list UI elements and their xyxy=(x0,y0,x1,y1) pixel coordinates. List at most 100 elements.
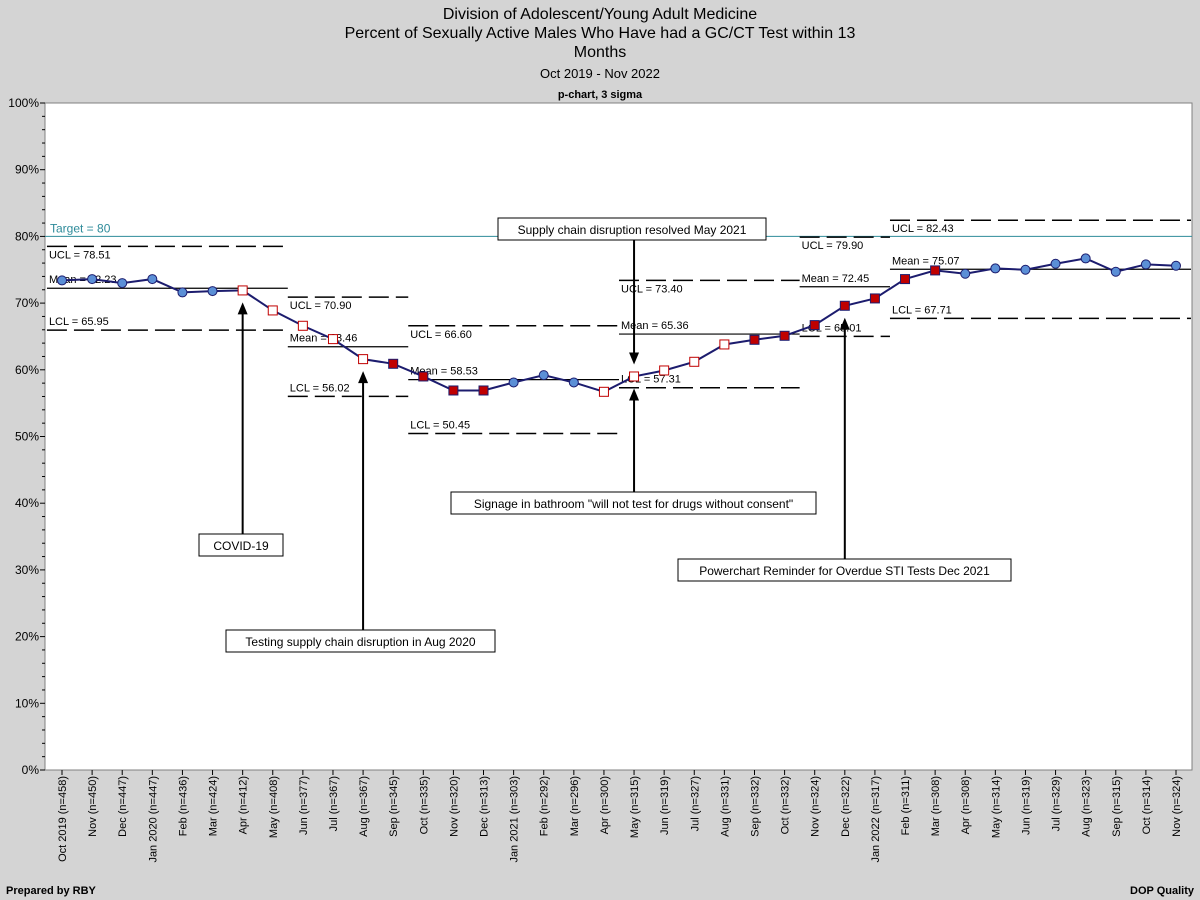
annotation-text: Powerchart Reminder for Overdue STI Test… xyxy=(699,564,990,578)
y-tick-label: 50% xyxy=(15,430,39,444)
target-label: Target = 80 xyxy=(50,221,111,235)
annotation-arrow-head xyxy=(839,317,850,330)
data-point-special xyxy=(779,330,790,341)
x-tick-label: Jun (n=319) xyxy=(1020,776,1032,835)
y-tick-label: 10% xyxy=(15,696,39,710)
x-tick-label: Oct (n=335) xyxy=(418,776,430,834)
x-tick-label: Apr (n=412) xyxy=(238,776,250,834)
x-tick-label: Dec (n=313) xyxy=(479,776,491,837)
lcl-label: LCL = 65.95 xyxy=(49,316,109,328)
x-tick-label: May (n=408) xyxy=(268,776,280,838)
data-point xyxy=(147,274,158,285)
data-point-special-open xyxy=(659,365,670,376)
data-point-special-open xyxy=(689,356,700,367)
mean-label: Mean = 63.46 xyxy=(290,333,358,345)
data-point-special-open xyxy=(267,305,278,316)
x-tick-label: Oct 2019 (n=458) xyxy=(57,776,69,862)
data-point xyxy=(177,287,188,298)
plot-area xyxy=(44,102,1193,771)
series-line xyxy=(61,257,1177,393)
data-point xyxy=(207,286,218,297)
data-point xyxy=(87,274,98,285)
data-point-special xyxy=(900,274,911,285)
chart-title-line-2: Percent of Sexually Active Males Who Hav… xyxy=(344,25,856,42)
x-tick-label: Jan 2020 (n=447) xyxy=(147,776,159,863)
data-point-special-open xyxy=(719,339,730,350)
data-point-special-open xyxy=(598,386,609,397)
x-tick-label: Aug (n=323) xyxy=(1081,776,1093,837)
annotation-text: COVID-19 xyxy=(213,539,269,553)
data-point-special xyxy=(749,334,760,345)
data-point-special-open xyxy=(358,354,369,365)
mean-label: Mean = 72.45 xyxy=(802,273,870,285)
prepared-by: Prepared by RBY xyxy=(6,885,96,897)
data-point xyxy=(538,370,549,381)
data-point xyxy=(1050,258,1061,269)
y-tick-label: 60% xyxy=(15,363,39,377)
annotation-box xyxy=(225,629,496,653)
x-tick-label: Jul (n=367) xyxy=(328,776,340,831)
x-tick-label: Mar (n=308) xyxy=(930,776,942,836)
x-tick-label: Apr (n=308) xyxy=(960,776,972,834)
annotation-text: Supply chain disruption resolved May 202… xyxy=(518,223,747,237)
x-tick-label: Sep (n=332) xyxy=(749,776,761,837)
data-point xyxy=(508,377,519,388)
annotation-arrow-head xyxy=(629,352,640,365)
ucl-label: UCL = 78.51 xyxy=(49,249,111,261)
y-tick-label: 100% xyxy=(8,96,39,110)
lcl-label: LCL = 56.02 xyxy=(290,382,350,394)
annotation-text: Signage in bathroom "will not test for d… xyxy=(474,497,793,511)
data-point-special xyxy=(809,320,820,331)
x-tick-label: Aug (n=367) xyxy=(358,776,370,837)
data-point-special xyxy=(448,385,459,396)
lcl-label: LCL = 50.45 xyxy=(410,419,470,431)
x-tick-label: Jul (n=329) xyxy=(1051,776,1063,831)
x-tick-label: Jan 2022 (n=317) xyxy=(870,776,882,863)
data-point-special-open xyxy=(327,334,338,345)
data-point xyxy=(990,263,1001,274)
data-point xyxy=(57,275,67,286)
annotation-box xyxy=(497,217,767,241)
data-point xyxy=(1140,259,1151,270)
x-tick-label: Dec (n=322) xyxy=(840,776,852,837)
chart-date-range: Oct 2019 - Nov 2022 xyxy=(540,66,660,81)
annotation-arrow-head xyxy=(358,371,369,384)
x-tick-label: Jul (n=327) xyxy=(689,776,701,831)
x-tick-label: Mar (n=296) xyxy=(569,776,581,836)
annotation-text: Testing supply chain disruption in Aug 2… xyxy=(245,635,475,649)
x-tick-label: May (n=315) xyxy=(629,776,641,838)
chart-title-line-1: Division of Adolescent/Young Adult Medic… xyxy=(442,6,758,23)
annotation-arrow-head xyxy=(237,302,248,315)
data-point-special-open xyxy=(629,371,640,382)
x-tick-label: Jun (n=319) xyxy=(659,776,671,835)
x-tick-label: Apr (n=300) xyxy=(599,776,611,834)
x-tick-label: Oct (n=332) xyxy=(780,776,792,834)
data-point xyxy=(960,268,971,279)
lcl-label: LCL = 67.71 xyxy=(892,304,952,316)
source-label: DOP Quality xyxy=(1130,885,1194,897)
y-tick-label: 20% xyxy=(15,630,39,644)
ucl-label: UCL = 79.90 xyxy=(802,240,864,252)
y-tick-label: 80% xyxy=(15,229,39,243)
chart-title-line-3: Months xyxy=(573,44,627,61)
y-tick-label: 70% xyxy=(15,296,39,310)
data-point xyxy=(1110,266,1121,277)
x-tick-label: Nov (n=324) xyxy=(810,776,822,837)
data-point xyxy=(1020,264,1031,275)
ucl-label: UCL = 73.40 xyxy=(621,283,683,295)
x-tick-label: Oct (n=314) xyxy=(1141,776,1153,834)
data-point-special xyxy=(839,300,850,311)
data-point-special xyxy=(388,358,399,369)
x-tick-label: Dec (n=447) xyxy=(117,776,129,837)
x-tick-label: Sep (n=315) xyxy=(1111,776,1123,837)
data-point xyxy=(1080,253,1091,264)
mean-label: Mean = 75.07 xyxy=(892,255,960,267)
ucl-label: UCL = 66.60 xyxy=(410,329,472,341)
y-tick-label: 30% xyxy=(15,563,39,577)
data-point xyxy=(117,278,128,289)
mean-label: Mean = 65.36 xyxy=(621,320,689,332)
data-point-special xyxy=(478,385,489,396)
x-tick-label: Feb (n=292) xyxy=(539,776,551,836)
x-tick-label: May (n=314) xyxy=(990,776,1002,838)
